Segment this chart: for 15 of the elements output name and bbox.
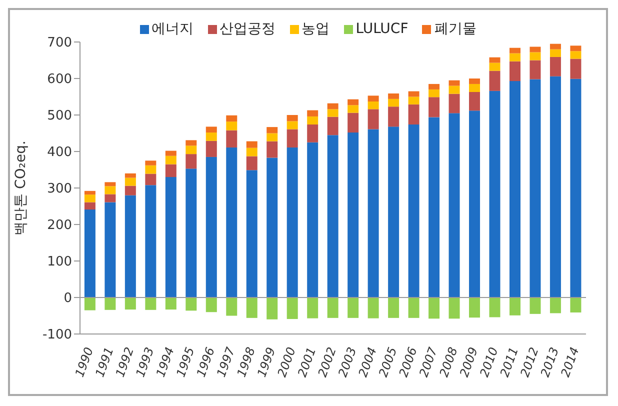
y-axis-title: 백만톤 CO₂eq.: [12, 140, 29, 236]
legend-label: 농업: [300, 20, 330, 38]
y-tick-label: 400: [47, 145, 72, 160]
y-tick-label: 300: [47, 182, 72, 197]
legend-label: 산업공정: [218, 20, 276, 38]
y-tick-label: 500: [47, 108, 72, 124]
legend-label: 폐기물: [433, 20, 476, 38]
y-tick-label: 200: [47, 218, 72, 234]
y-tick-label: -100: [42, 328, 72, 343]
y-tick-label: 700: [47, 36, 72, 51]
y-tick-label: 0: [64, 291, 72, 306]
y-tick-label: 600: [47, 72, 72, 88]
y-tick-label: 100: [47, 254, 72, 270]
legend-label: LULUCF: [354, 20, 408, 38]
legend-label: 에너지: [150, 20, 194, 38]
